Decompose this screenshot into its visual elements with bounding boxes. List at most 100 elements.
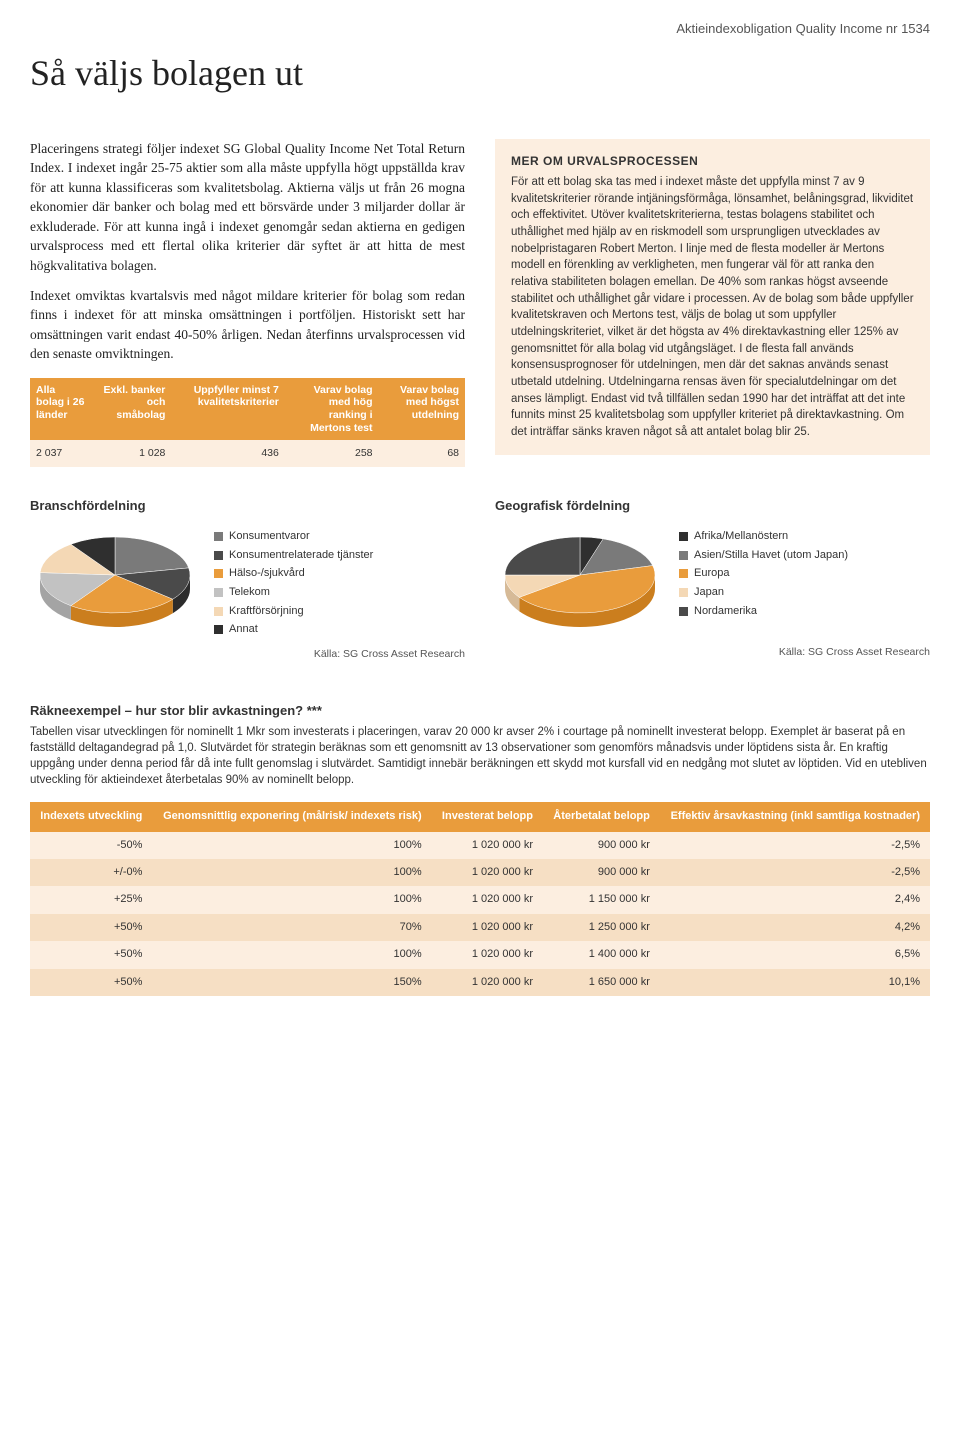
filter-h3: Varav bolag med hög ranking i Mertons te…: [285, 378, 379, 440]
legend-label: Hälso-/sjukvård: [229, 564, 305, 583]
body-text: Placeringens strategi följer indexet SG …: [30, 139, 465, 364]
calc-cell: -2,5%: [660, 859, 930, 886]
calc-cell: 1 400 000 kr: [543, 941, 660, 968]
legend-label: Konsumentrelaterade tjänster: [229, 546, 373, 565]
calc-cell: -50%: [30, 832, 152, 859]
calc-cell: +50%: [30, 969, 152, 996]
calc-header-row: Indexets utveckling Genomsnittlig expone…: [30, 802, 930, 831]
geo-legend-item: Nordamerika: [679, 602, 848, 621]
calc-h2: Investerat belopp: [432, 802, 543, 831]
sector-legend-item: Hälso-/sjukvård: [214, 564, 373, 583]
calc-cell: -2,5%: [660, 832, 930, 859]
calc-row: -50%100%1 020 000 kr900 000 kr-2,5%: [30, 832, 930, 859]
geo-legend-item: Asien/Stilla Havet (utom Japan): [679, 546, 848, 565]
sector-legend-item: Konsumentrelaterade tjänster: [214, 546, 373, 565]
sector-legend-item: Konsumentvaror: [214, 527, 373, 546]
calc-cell: +25%: [30, 886, 152, 913]
calc-cell: 1 020 000 kr: [432, 914, 543, 941]
legend-label: Konsumentvaror: [229, 527, 310, 546]
legend-swatch: [214, 569, 223, 578]
geo-source: Källa: SG Cross Asset Research: [495, 645, 930, 660]
calc-cell: 1 020 000 kr: [432, 886, 543, 913]
legend-swatch: [214, 551, 223, 560]
filter-table: Alla bolag i 26 länder Exkl. banker och …: [30, 378, 465, 467]
calc-cell: +50%: [30, 914, 152, 941]
filter-v3: 258: [285, 440, 379, 467]
calc-cell: 900 000 kr: [543, 832, 660, 859]
geo-legend: Afrika/MellanösternAsien/Stilla Havet (u…: [679, 527, 848, 620]
calc-row: +25%100%1 020 000 kr1 150 000 kr2,4%: [30, 886, 930, 913]
geo-pie-title: Geografisk fördelning: [495, 497, 930, 515]
info-box: MER OM URVALSPROCESSEN För att ett bolag…: [495, 139, 930, 455]
calc-h3: Återbetalat belopp: [543, 802, 660, 831]
calc-cell: 1 020 000 kr: [432, 941, 543, 968]
legend-label: Nordamerika: [694, 602, 757, 621]
doc-header: Aktieindexobligation Quality Income nr 1…: [30, 20, 930, 38]
filter-h1: Exkl. banker och småbolag: [90, 378, 171, 440]
intro-p1: Placeringens strategi följer indexet SG …: [30, 139, 465, 276]
geo-legend-item: Japan: [679, 583, 848, 602]
calc-cell: 70%: [152, 914, 431, 941]
intro-left: Placeringens strategi följer indexet SG …: [30, 139, 465, 467]
legend-label: Annat: [229, 620, 258, 639]
calc-row: +50%100%1 020 000 kr1 400 000 kr6,5%: [30, 941, 930, 968]
info-box-title: MER OM URVALSPROCESSEN: [511, 153, 914, 170]
calc-row: +/-0%100%1 020 000 kr900 000 kr-2,5%: [30, 859, 930, 886]
calc-cell: 6,5%: [660, 941, 930, 968]
calc-table: Indexets utveckling Genomsnittlig expone…: [30, 802, 930, 996]
legend-swatch: [679, 551, 688, 560]
filter-value-row: 2 037 1 028 436 258 68: [30, 440, 465, 467]
calc-intro: Tabellen visar utvecklingen för nominell…: [30, 724, 930, 788]
calc-h4: Effektiv årsavkastning (inkl samtliga ko…: [660, 802, 930, 831]
legend-label: Afrika/Mellanöstern: [694, 527, 788, 546]
pie-section: Branschfördelning KonsumentvarorKonsumen…: [30, 497, 930, 662]
legend-label: Asien/Stilla Havet (utom Japan): [694, 546, 848, 565]
legend-swatch: [214, 607, 223, 616]
calc-cell: 100%: [152, 859, 431, 886]
sector-legend-item: Annat: [214, 620, 373, 639]
calc-section: Räkneexempel – hur stor blir avkastninge…: [30, 702, 930, 996]
intro-columns: Placeringens strategi följer indexet SG …: [30, 139, 930, 467]
filter-v0: 2 037: [30, 440, 90, 467]
calc-cell: 1 020 000 kr: [432, 832, 543, 859]
intro-right: MER OM URVALSPROCESSEN För att ett bolag…: [495, 139, 930, 467]
calc-cell: 4,2%: [660, 914, 930, 941]
legend-swatch: [679, 588, 688, 597]
legend-label: Japan: [694, 583, 724, 602]
intro-p2: Indexet omviktas kvartalsvis med något m…: [30, 286, 465, 364]
calc-cell: 1 020 000 kr: [432, 969, 543, 996]
legend-swatch: [214, 532, 223, 541]
page-title: Så väljs bolagen ut: [30, 48, 930, 98]
calc-cell: 10,1%: [660, 969, 930, 996]
calc-cell: 150%: [152, 969, 431, 996]
calc-cell: 100%: [152, 886, 431, 913]
filter-h0: Alla bolag i 26 länder: [30, 378, 90, 440]
filter-v4: 68: [379, 440, 465, 467]
calc-cell: 100%: [152, 941, 431, 968]
filter-header-row: Alla bolag i 26 länder Exkl. banker och …: [30, 378, 465, 440]
calc-row: +50%150%1 020 000 kr1 650 000 kr10,1%: [30, 969, 930, 996]
filter-v1: 1 028: [90, 440, 171, 467]
legend-label: Telekom: [229, 583, 270, 602]
filter-v2: 436: [171, 440, 284, 467]
sector-pie-chart: [30, 527, 200, 637]
legend-swatch: [679, 569, 688, 578]
geo-pie-block: Geografisk fördelning Afrika/Mellanöster…: [495, 497, 930, 662]
calc-cell: 100%: [152, 832, 431, 859]
legend-label: Europa: [694, 564, 729, 583]
legend-swatch: [679, 532, 688, 541]
sector-source: Källa: SG Cross Asset Research: [30, 647, 465, 662]
sector-legend-item: Kraftförsörjning: [214, 602, 373, 621]
calc-title: Räkneexempel – hur stor blir avkastninge…: [30, 702, 930, 720]
calc-cell: 1 650 000 kr: [543, 969, 660, 996]
geo-legend-item: Afrika/Mellanöstern: [679, 527, 848, 546]
filter-h2: Uppfyller minst 7 kvalitetskriterier: [171, 378, 284, 440]
calc-cell: 2,4%: [660, 886, 930, 913]
calc-h1: Genomsnittlig exponering (målrisk/ index…: [152, 802, 431, 831]
legend-swatch: [214, 625, 223, 634]
calc-cell: 1 150 000 kr: [543, 886, 660, 913]
legend-swatch: [214, 588, 223, 597]
sector-legend: KonsumentvarorKonsumentrelaterade tjänst…: [214, 527, 373, 639]
calc-h0: Indexets utveckling: [30, 802, 152, 831]
calc-row: +50%70%1 020 000 kr1 250 000 kr4,2%: [30, 914, 930, 941]
